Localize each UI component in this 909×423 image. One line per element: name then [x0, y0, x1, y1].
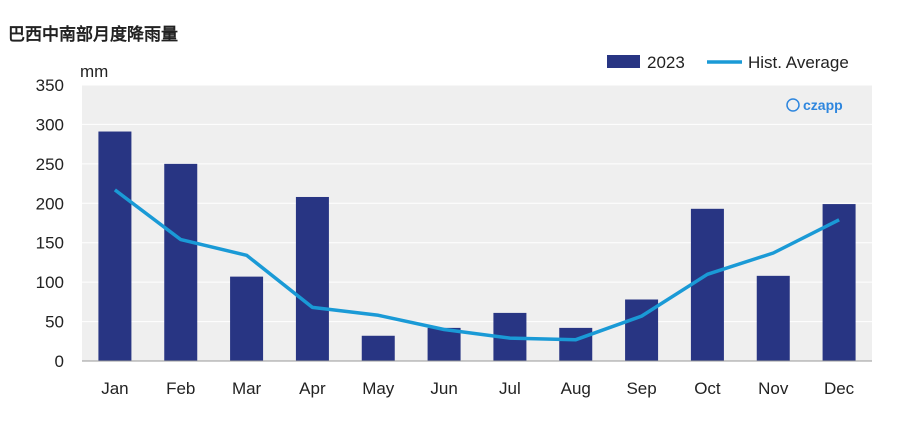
y-tick-label: 50: [45, 313, 64, 332]
y-tick-label: 300: [36, 115, 64, 134]
legend-swatch-2023: [607, 55, 640, 68]
y-axis-unit-label: mm: [80, 62, 108, 81]
y-axis-ticks: 0 50 100 150 200 250 300 350: [36, 76, 64, 371]
x-tick-label-oct: Oct: [694, 379, 721, 398]
x-tick-label-feb: Feb: [166, 379, 195, 398]
x-tick-label-aug: Aug: [561, 379, 591, 398]
copyright-icon: [786, 98, 800, 112]
x-axis-ticks: Jan Feb Mar Apr May Jun Jul Aug Sep Oct Nov Dec: [101, 379, 854, 398]
x-tick-label-apr: Apr: [299, 379, 326, 398]
bar-2023-feb: [164, 163, 198, 361]
y-tick-label: 150: [36, 234, 64, 253]
y-tick-label: 0: [55, 352, 64, 371]
chart-title: 巴西中南部月度降雨量: [8, 25, 178, 45]
bar-2023-jan: [98, 131, 132, 361]
bar-2023-mar: [230, 276, 264, 361]
legend-label-2023: 2023: [647, 53, 685, 72]
bar-2023-dec: [822, 204, 856, 361]
watermark-czapp: czapp: [803, 97, 843, 113]
bar-2023-may: [361, 335, 395, 361]
legend-label-hist-average: Hist. Average: [748, 53, 849, 72]
bar-2023-aug: [559, 327, 593, 361]
bar-2023-apr: [295, 196, 329, 361]
bar-2023-oct: [690, 208, 724, 361]
x-tick-label-sep: Sep: [626, 379, 656, 398]
x-tick-label-jan: Jan: [101, 379, 128, 398]
x-tick-label-jun: Jun: [430, 379, 457, 398]
hist-average-line: [113, 188, 840, 342]
x-tick-label-nov: Nov: [758, 379, 789, 398]
y-tick-label: 350: [36, 76, 64, 95]
bar-series: [98, 131, 856, 361]
x-tick-label-jul: Jul: [499, 379, 521, 398]
x-tick-label-mar: Mar: [232, 379, 262, 398]
x-tick-label-dec: Dec: [824, 379, 855, 398]
y-tick-label: 200: [36, 194, 64, 213]
gridlines: [82, 84, 872, 323]
y-tick-label: 250: [36, 155, 64, 174]
y-tick-label: 100: [36, 273, 64, 292]
bar-2023-jun: [427, 327, 461, 361]
plot-area: [82, 85, 872, 361]
x-tick-label-may: May: [362, 379, 395, 398]
bar-2023-nov: [756, 275, 790, 361]
